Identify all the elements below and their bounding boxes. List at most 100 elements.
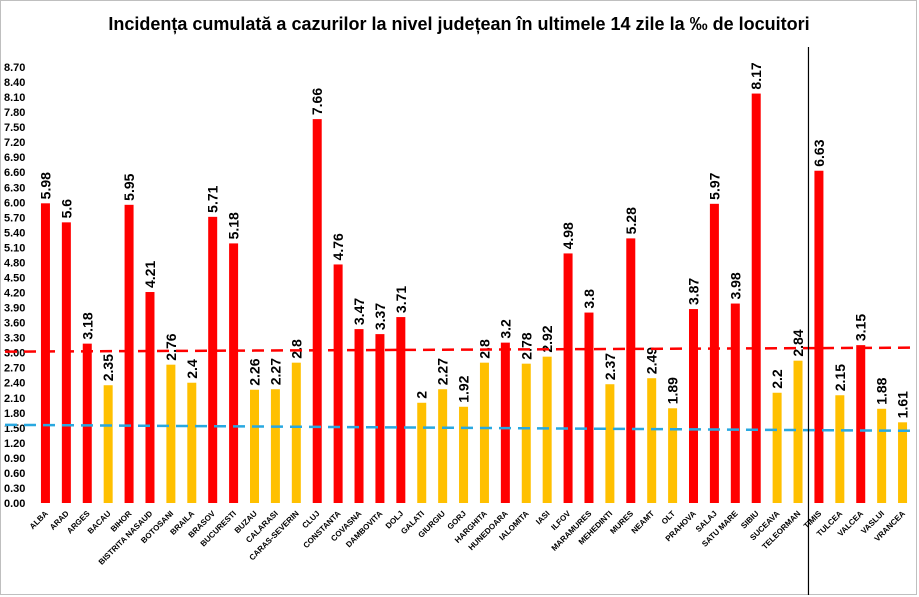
bar <box>793 360 803 503</box>
data-label: 7.66 <box>309 88 325 115</box>
data-label: 2.92 <box>539 325 555 352</box>
data-label: 2 <box>414 391 430 399</box>
bar <box>124 204 134 503</box>
data-label: 5.95 <box>121 173 137 200</box>
data-label: 2.49 <box>644 347 660 374</box>
bar <box>856 345 866 503</box>
y-tick-label: 6.00 <box>4 197 25 209</box>
data-label: 5.28 <box>623 207 639 234</box>
y-tick-label: 0.60 <box>4 468 25 480</box>
bar <box>208 216 218 503</box>
data-label: 6.63 <box>811 139 827 166</box>
y-tick-label: 1.80 <box>4 408 25 420</box>
data-label: 5.71 <box>205 185 221 212</box>
y-tick-label: 2.40 <box>4 378 25 390</box>
bar <box>291 362 301 503</box>
data-label: 4.76 <box>330 233 346 260</box>
reference-lines <box>4 47 917 595</box>
data-label: 3.87 <box>686 278 702 305</box>
data-label: 1.88 <box>874 377 890 404</box>
data-label: 2.35 <box>100 354 116 381</box>
bar <box>626 238 636 503</box>
data-label: 2.78 <box>518 332 534 359</box>
y-tick-label: 0.90 <box>4 453 25 465</box>
bar <box>459 406 469 503</box>
y-tick-label: 3.60 <box>4 318 25 330</box>
bar <box>166 364 176 503</box>
bar <box>61 222 71 503</box>
data-label: 3.98 <box>727 272 743 299</box>
bar <box>479 362 489 503</box>
y-tick-label: 4.20 <box>4 288 25 300</box>
bar <box>333 264 343 503</box>
y-axis: 0.000.300.600.901.201.501.802.102.402.70… <box>4 62 25 510</box>
y-tick-label: 5.40 <box>4 227 25 239</box>
data-label: 4.21 <box>142 261 158 288</box>
bar <box>605 384 615 503</box>
x-tick-label: BACAU <box>86 509 113 536</box>
data-label: 2.37 <box>602 353 618 380</box>
data-label: 3.15 <box>853 314 869 341</box>
x-tick-label: NEAMT <box>630 509 657 536</box>
data-label: 3.18 <box>79 312 95 339</box>
bar <box>668 408 678 503</box>
bar <box>689 309 698 503</box>
bar <box>438 389 448 503</box>
bar <box>500 342 510 503</box>
y-tick-label: 1.20 <box>4 438 25 450</box>
data-label: 2.84 <box>790 329 806 356</box>
bar <box>312 119 322 503</box>
data-label: 1.89 <box>665 377 681 404</box>
data-label: 5.6 <box>58 199 74 219</box>
x-tick-label: OLT <box>660 509 677 526</box>
data-label: 3.8 <box>581 289 597 309</box>
data-labels: 5.98 5.6 3.18 2.35 5.95 4.21 2.76 2.4 5.71 5.18 2.… <box>37 62 910 418</box>
y-tick-label: 2.10 <box>4 393 25 405</box>
bar <box>647 378 657 503</box>
y-tick-label: 7.80 <box>4 107 25 119</box>
data-label: 5.18 <box>226 212 242 239</box>
y-tick-label: 5.10 <box>4 242 25 254</box>
y-tick-label: 7.20 <box>4 137 25 149</box>
y-tick-label: 0.30 <box>4 483 25 495</box>
x-tick-label: IASI <box>534 509 551 526</box>
y-tick-label: 4.80 <box>4 257 25 269</box>
bar <box>563 253 573 503</box>
y-tick-label: 6.30 <box>4 182 25 194</box>
bar <box>772 392 782 503</box>
bar <box>270 389 280 503</box>
data-label: 2.76 <box>163 333 179 360</box>
bar <box>250 389 259 503</box>
bar <box>354 329 364 503</box>
data-label: 2.2 <box>769 369 785 389</box>
y-tick-label: 6.90 <box>4 152 25 164</box>
data-label: 1.61 <box>895 391 911 418</box>
bar <box>521 363 531 503</box>
bar <box>82 343 92 503</box>
y-tick-label: 6.60 <box>4 167 25 179</box>
bar <box>103 385 113 503</box>
bar <box>229 243 239 503</box>
data-label: 3.37 <box>372 303 388 330</box>
bar <box>187 382 197 503</box>
bar <box>877 408 887 503</box>
y-tick-label: 8.10 <box>4 92 25 104</box>
data-label: 2.8 <box>288 339 304 359</box>
y-tick-label: 0.00 <box>4 498 25 510</box>
bar <box>898 422 908 503</box>
bar <box>145 292 155 503</box>
bar <box>709 203 719 504</box>
data-label: 8.17 <box>748 62 764 89</box>
data-label: 5.97 <box>706 172 722 199</box>
bar <box>814 170 824 504</box>
y-tick-label: 3.90 <box>4 303 25 315</box>
data-label: 3.47 <box>351 298 367 325</box>
data-label: 5.98 <box>37 172 53 199</box>
data-label: 4.98 <box>560 222 576 249</box>
x-tick-label: ALBA <box>28 509 50 531</box>
y-tick-label: 3.30 <box>4 333 25 345</box>
y-tick-label: 8.40 <box>4 77 25 89</box>
bar <box>375 334 385 503</box>
